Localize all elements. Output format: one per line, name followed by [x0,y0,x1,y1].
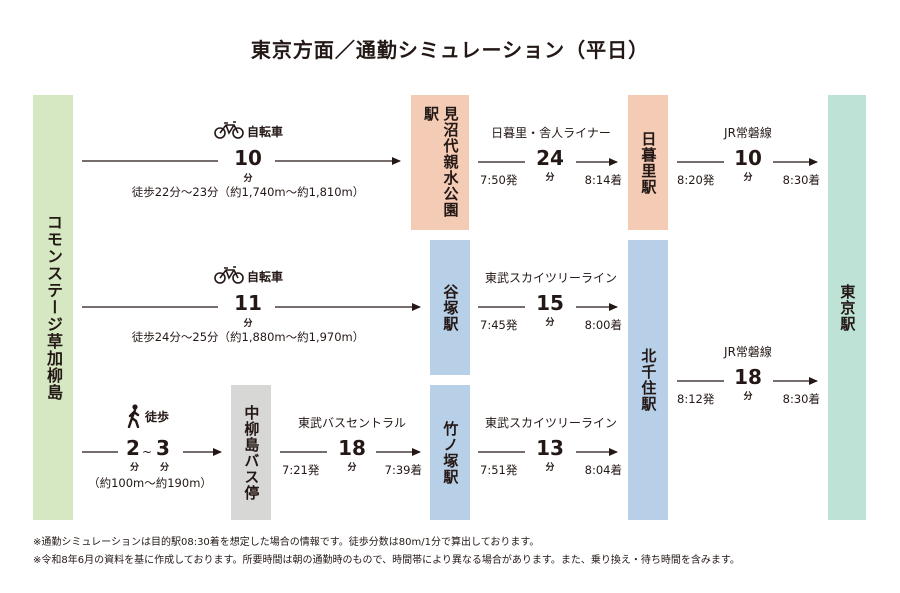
row1-minutes: 10 [234,146,262,170]
row3-bus-departure: 7:21発 [282,463,320,477]
row2-line1-arrival: 8:00着 [584,318,622,332]
kitasenju-line-unit: 分 [743,392,753,402]
kitasenju-station-box: 北千住駅 [628,240,668,520]
row2-minutes-unit: 分 [243,319,253,329]
footnote-1: ※通勤シミュレーションは目的駅08:30着を想定した場合の情報です。徒歩分数は8… [33,537,540,548]
row3-mode-label: 徒歩 [145,410,170,424]
yatsuka-station-box: 谷塚駅 [430,240,470,375]
row3-bus-minutes: 18 [338,436,366,460]
row1-line1-departure: 7:50発 [480,173,518,187]
row3-minutes-b: 3 [156,436,170,460]
nippori-station-label: 日暮里駅 [639,130,658,195]
tokyo-station-label: 東京駅 [838,283,857,332]
footnote-2: ※令和8年6月の資料を基に作成しております。所要時間は朝の通勤時のもので、時間帯… [33,555,740,566]
row2-line1-departure: 7:45発 [480,318,518,332]
row1-line2-minutes: 10 [734,146,762,170]
origin-label: コモンステージ草加柳島 [44,214,63,401]
row2-mode-label: 自転車 [247,270,284,284]
row1-line1-unit: 分 [545,173,555,183]
kitasenju-line-name: JR常磐線 [724,345,772,359]
row3-line1-unit: 分 [545,463,555,473]
busstop-label: 中柳島バス停 [242,404,261,501]
row2-minutes: 11 [234,291,262,315]
row1-walk-note: 徒歩22分〜23分（約1,740m〜約1,810m） [131,185,365,199]
row3-line1-name: 東武スカイツリーライン [484,416,618,430]
row2-line1-minutes: 15 [536,291,564,315]
minumadai-station-box: 見沼代親水公園駅 [411,95,469,230]
kitasenju-line-departure: 8:12発 [677,392,715,406]
row3-line1-arrival: 8:04着 [584,463,622,477]
page-title: 東京方面／通勤シミュレーション（平日） [250,38,650,62]
kitasenju-line-minutes: 18 [734,365,762,389]
row3-minutes-a-unit: 分 [130,463,140,473]
row1-mode-label: 自転車 [247,125,284,139]
yatsuka-station-label: 谷塚駅 [441,283,460,332]
row1-line2-departure: 8:20発 [677,173,715,187]
row2-line1-name: 東武スカイツリーライン [484,271,618,285]
row3-line1-minutes: 13 [536,436,564,460]
row1-line1-arrival: 8:14着 [584,173,622,187]
busstop-box: 中柳島バス停 [231,385,271,520]
row2-walk-note: 徒歩24分〜25分（約1,880m〜約1,970m） [131,330,365,344]
row3-line1-departure: 7:51発 [480,463,518,477]
row1-line2-unit: 分 [743,173,753,183]
kitasenju-line-arrival: 8:30着 [782,392,820,406]
bicycle-icon [214,266,244,284]
row1-line1-name: 日暮里・舎人ライナー [491,126,611,140]
row3-minutes-tilde: ~ [142,445,153,459]
kitasenju-station-label: 北千住駅 [639,348,658,412]
walker-icon [127,404,140,428]
minumadai-station-label: 見沼代親水公園駅 [422,105,460,218]
row2-line1-unit: 分 [545,318,555,328]
row3-minutes-b-unit: 分 [160,463,170,473]
nippori-station-box: 日暮里駅 [628,95,668,230]
row3-distance-note: （約100m〜約190m） [88,476,212,490]
row3-bus-unit: 分 [347,463,357,473]
row1-line2-arrival: 8:30着 [782,173,820,187]
row3-bus-arrival: 7:39着 [384,463,422,477]
bicycle-icon [214,121,244,139]
row1-line2-name: JR常磐線 [724,126,772,140]
origin-box: コモンステージ草加柳島 [33,95,73,520]
row1-line1-minutes: 24 [536,146,564,170]
takenotsuka-station-box: 竹ノ塚駅 [430,385,470,520]
row3-minutes-a: 2 [126,436,140,460]
row3-bus-name: 東武バスセントラル [297,416,407,430]
row1-minutes-unit: 分 [243,174,253,184]
takenotsuka-station-label: 竹ノ塚駅 [441,420,460,485]
tokyo-station-box: 東京駅 [828,95,866,520]
